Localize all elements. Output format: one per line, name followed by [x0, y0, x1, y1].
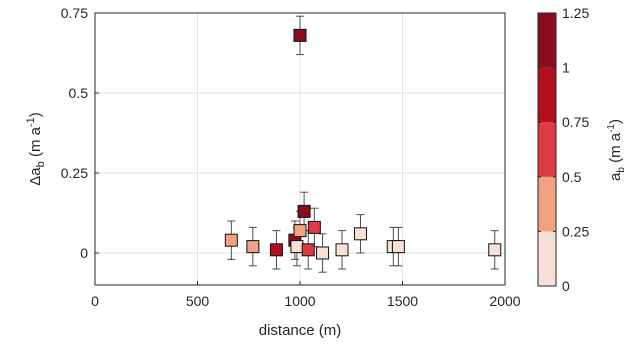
- data-point: [301, 243, 315, 257]
- y-tick-label: 0.75: [61, 5, 88, 21]
- data-point: [246, 240, 260, 254]
- data-point: [290, 240, 304, 254]
- data-point: [269, 243, 283, 257]
- data-point: [293, 28, 307, 42]
- x-tick-label: 1000: [284, 293, 315, 309]
- colorbar-frame: [537, 12, 557, 287]
- data-point: [293, 224, 307, 238]
- x-axis-ticks: 0 500 1000 1500 2000: [91, 281, 521, 309]
- colorbar-tick-label: 0.75: [562, 114, 589, 130]
- x-tick-label: 0: [91, 293, 99, 309]
- x-tick-label: 2000: [489, 293, 520, 309]
- colorbar-label: ab (m a-1): [606, 119, 627, 181]
- colorbar-segment: [538, 176, 556, 232]
- data-point: [353, 227, 367, 241]
- x-axis-label: distance (m): [259, 322, 342, 339]
- colorbar-tick-label: 0.25: [562, 223, 589, 239]
- data-point: [307, 220, 321, 234]
- colorbar-segment: [538, 13, 556, 68]
- data-point: [224, 233, 238, 247]
- x-tick-label: 500: [186, 293, 210, 309]
- x-tick-label: 1500: [387, 293, 418, 309]
- colorbar-segment: [538, 67, 556, 123]
- y-tick-label: 0.5: [69, 85, 89, 101]
- colorbar-segment: [538, 122, 556, 177]
- colorbar-tick-label: 1: [562, 60, 570, 76]
- colorbar-ticks: 0 0.25 0.5 0.75 1 1.25: [538, 5, 589, 294]
- y-tick-label: 0.25: [61, 165, 88, 181]
- y-axis-ticks: 0 0.25 0.5 0.75: [61, 5, 99, 261]
- data-point: [391, 240, 405, 254]
- data-point: [488, 243, 502, 257]
- y-axis-label: Δab (m a-1): [25, 112, 47, 185]
- colorbar-tick-label: 1.25: [562, 5, 589, 21]
- data-point: [316, 246, 330, 260]
- colorbar: [538, 13, 556, 286]
- colorbar-tick-label: 0: [562, 278, 570, 294]
- data-point: [335, 243, 349, 257]
- data-markers: [224, 28, 502, 260]
- data-point: [297, 204, 311, 218]
- colorbar-segment: [538, 231, 556, 286]
- colorbar-tick-label: 0.5: [562, 169, 582, 185]
- y-tick-label: 0: [80, 245, 88, 261]
